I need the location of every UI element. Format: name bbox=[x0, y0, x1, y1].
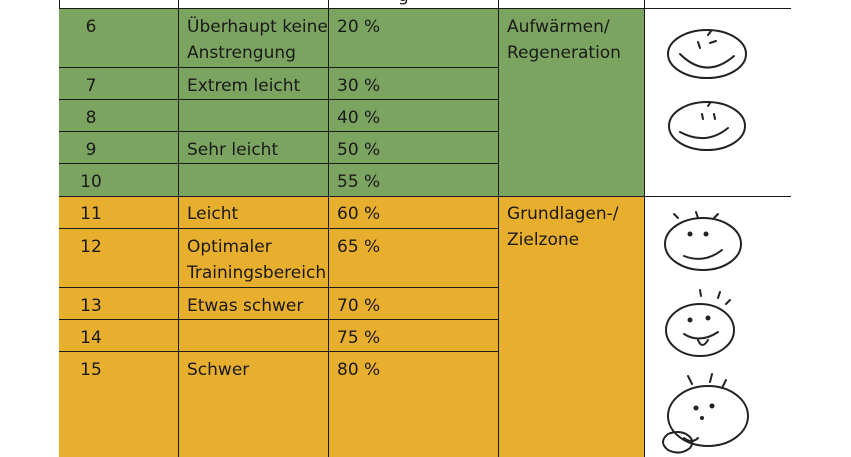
col-border bbox=[644, 0, 645, 457]
row-border bbox=[59, 131, 499, 132]
rpe-value: 15 bbox=[80, 360, 102, 380]
intensity-percent: 75 % bbox=[337, 328, 381, 348]
row-border bbox=[59, 67, 499, 68]
row-border bbox=[59, 319, 499, 320]
intensity-percent: 30 % bbox=[337, 76, 381, 96]
zone-label-warmup: Aufwärmen/ Regeneration bbox=[507, 17, 621, 63]
effort-description bbox=[179, 164, 328, 169]
intensity-percent: 55 % bbox=[337, 172, 381, 192]
rpe-value: 10 bbox=[80, 172, 102, 192]
intensity-percent: 60 % bbox=[337, 204, 381, 224]
rpe-value: 6 bbox=[85, 17, 97, 37]
rpe-value: 11 bbox=[80, 204, 102, 224]
intensity-percent: 70 % bbox=[337, 296, 381, 316]
row-border bbox=[59, 99, 499, 100]
effort-description: Sehr leicht bbox=[187, 140, 279, 160]
intensity-percent: 65 % bbox=[337, 237, 381, 257]
rpe-value: 9 bbox=[85, 140, 97, 160]
header-fragment: g bbox=[398, 0, 409, 6]
effort-description: Überhaupt keine Anstrengung bbox=[187, 17, 328, 63]
row-border bbox=[59, 228, 499, 229]
effort-description bbox=[179, 100, 328, 105]
effort-description: Extrem leicht bbox=[187, 76, 301, 96]
smiley-tongue-sweat-icon bbox=[665, 289, 735, 357]
effort-description: Leicht bbox=[187, 204, 239, 224]
effort-description: Etwas schwer bbox=[187, 296, 304, 316]
intensity-percent: 50 % bbox=[337, 140, 381, 160]
effort-description bbox=[179, 320, 328, 325]
zone-background-base bbox=[59, 196, 645, 457]
rpe-value: 12 bbox=[80, 237, 102, 257]
effort-description: Schwer bbox=[187, 360, 250, 380]
rpe-value: 8 bbox=[85, 108, 97, 128]
row-border bbox=[59, 351, 499, 352]
rpe-value: 7 bbox=[85, 76, 97, 96]
table-top-border bbox=[59, 8, 791, 9]
intensity-percent: 40 % bbox=[337, 108, 381, 128]
rpe-value: 13 bbox=[80, 296, 102, 316]
intensity-percent: 20 % bbox=[337, 17, 381, 37]
intensity-percent: 80 % bbox=[337, 360, 381, 380]
zone-border bbox=[59, 196, 791, 197]
row-border bbox=[59, 287, 499, 288]
effort-description: Optimaler Trainingsbereich bbox=[187, 237, 327, 283]
zone-label-base: Grundlagen-/ Zielzone bbox=[507, 204, 619, 250]
col-border bbox=[59, 0, 60, 9]
row-border bbox=[59, 163, 499, 164]
smiley-relaxed-icon bbox=[667, 29, 747, 79]
smiley-relaxed-icon bbox=[668, 101, 746, 151]
smiley-exhausted-sweat-icon bbox=[662, 373, 749, 454]
smiley-sweat-icon bbox=[664, 211, 742, 271]
rpe-value: 14 bbox=[80, 328, 102, 348]
zone-background-warmup bbox=[59, 9, 645, 196]
